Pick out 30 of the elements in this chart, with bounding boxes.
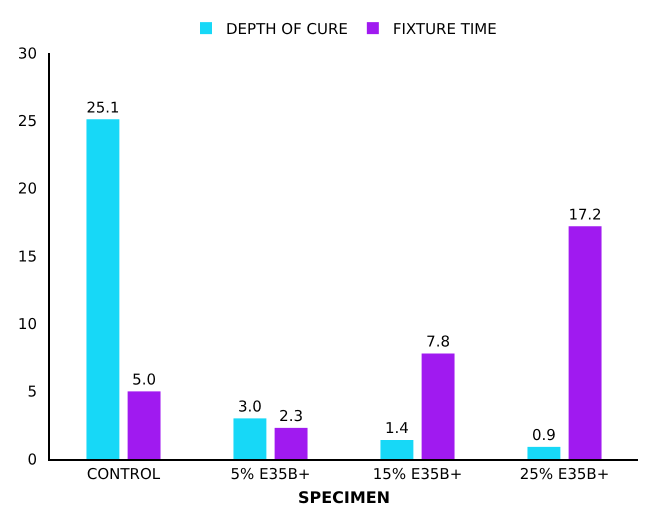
bar: [86, 119, 120, 459]
bar: [527, 446, 560, 459]
bar: [422, 353, 455, 459]
bar: [128, 391, 161, 459]
y-tick-label: 10: [18, 314, 37, 333]
y-tick-label: 15: [18, 247, 37, 266]
x-tick-label: 25% E35B+: [520, 465, 610, 483]
y-tick-label: 20: [18, 180, 37, 198]
x-axis-title: SPECIMEN: [298, 488, 390, 508]
y-tick-label: 25: [18, 112, 37, 130]
legend-label: DEPTH OF CURE: [226, 20, 348, 38]
data-label: 7.8: [426, 332, 450, 350]
y-tick-label: 0: [27, 450, 37, 468]
x-tick-label: 15% E35B+: [372, 465, 462, 483]
bar: [274, 428, 308, 459]
bar: [233, 418, 266, 459]
data-label: 2.3: [279, 406, 304, 425]
y-tick-label: 30: [18, 44, 37, 62]
x-tick-label: 5% E35B+: [230, 465, 310, 483]
data-label: 1.4: [384, 419, 409, 438]
data-label: 25.1: [86, 99, 120, 116]
data-label: 5.0: [132, 370, 156, 388]
x-tick-label: CONTROL: [86, 465, 161, 483]
legend-label: FIXTURE TIME: [392, 20, 497, 38]
bar: [380, 440, 414, 459]
data-label: 17.2: [568, 206, 602, 224]
bar: [568, 226, 602, 459]
data-label: 0.9: [532, 426, 556, 444]
data-label: 3.0: [238, 397, 262, 416]
y-tick-label: 5: [27, 382, 37, 401]
